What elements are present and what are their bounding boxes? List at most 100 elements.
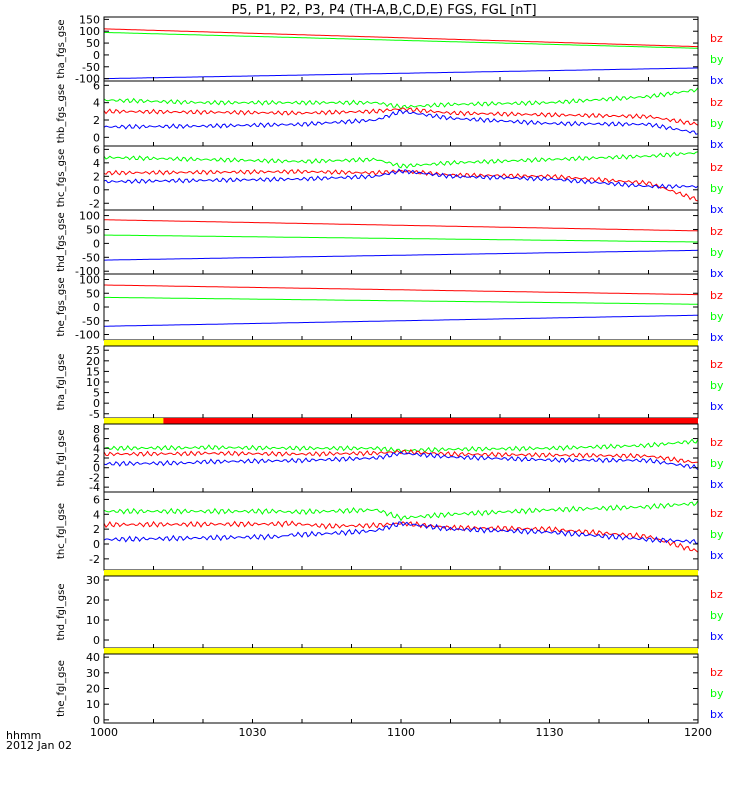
y-tick-label: 2: [93, 114, 100, 127]
y-axis-label: thc_fgl_gse: [56, 503, 67, 559]
legend-by: by: [710, 310, 724, 323]
y-tick-label: 2: [93, 170, 100, 183]
legend-by: by: [710, 457, 724, 470]
panel-frame: [103, 209, 699, 275]
series-by: [103, 500, 699, 522]
panel-frame: [103, 345, 699, 419]
y-tick-label: 0: [93, 237, 100, 250]
series-bz: [103, 168, 699, 202]
panel-thb-fgs-gse: 6 4 2 0 thb_fgs_gse bz by bx: [56, 79, 724, 151]
plot-title: P5, P1, P2, P3, P4 (TH-A,B,C,D,E) FGS, F…: [231, 3, 536, 18]
y-tick-label: 10: [86, 376, 100, 389]
legend-bx: bx: [710, 203, 724, 216]
panel-frame: [103, 491, 699, 571]
panel-thc-fgl-gse: 6 4 2 0 -2 thc_fgl_gse bz by bx: [56, 491, 724, 571]
legend-by: by: [710, 117, 724, 130]
series-bx: [103, 451, 699, 471]
y-tick-label: 15: [86, 365, 100, 378]
x-axis-label-line2: 2012 Jan 02: [6, 739, 72, 752]
legend-bx: bx: [710, 74, 724, 87]
legend-by: by: [710, 528, 724, 541]
y-tick-label: 6: [93, 79, 100, 92]
legend-bx: bx: [710, 549, 724, 562]
panel-frame: [103, 16, 699, 82]
y-tick-label: 50: [86, 223, 100, 236]
y-tick-label: 0: [93, 462, 100, 475]
series-bx: [103, 168, 699, 190]
y-tick-label: 40: [86, 651, 100, 664]
y-tick-label: 50: [86, 37, 100, 50]
y-tick-label: 10: [86, 614, 100, 627]
legend-bx: bx: [710, 267, 724, 280]
y-tick-label: 4: [93, 97, 100, 110]
legend-bz: bz: [710, 32, 723, 45]
data-availability-bar: [104, 570, 698, 576]
legend-by: by: [710, 53, 724, 66]
legend-bz: bz: [710, 507, 723, 520]
y-tick-label: 50: [86, 287, 100, 300]
y-tick-label: 2: [93, 452, 100, 465]
legend-bx: bx: [710, 400, 724, 413]
series-bx: [104, 249, 699, 261]
legend-bx: bx: [710, 138, 724, 151]
data-availability-bar: [104, 648, 698, 654]
y-tick-label: 100: [79, 25, 100, 38]
x-axis: 1000 1030 1100 1130 1200: [90, 726, 712, 739]
y-tick-label: 0: [93, 714, 100, 727]
y-tick-label: -2: [89, 553, 100, 566]
y-tick-label: 2: [93, 523, 100, 536]
y-tick-label: -100: [75, 329, 100, 342]
y-tick-label: -100: [75, 265, 100, 278]
panel-thd-fgl-gse: 30 20 10 0 thd_fgl_gse bz by bx: [56, 570, 724, 649]
y-tick-label: 20: [86, 355, 100, 368]
series-by: [104, 296, 699, 305]
y-tick-label: -50: [82, 251, 100, 264]
data-availability-bar: [104, 418, 164, 424]
legend-bz: bz: [710, 225, 723, 238]
series-bx: [103, 109, 699, 135]
legend-by: by: [710, 246, 724, 259]
y-tick-label: 30: [86, 667, 100, 680]
legend-bz: bz: [710, 666, 723, 679]
y-axis-label: tha_fgs_gse: [56, 19, 67, 78]
legend-by: by: [710, 609, 724, 622]
y-axis-label: the_fgl_gse: [56, 660, 67, 717]
legend-bx: bx: [710, 331, 724, 344]
y-tick-label: 4: [93, 508, 100, 521]
y-tick-label: 100: [79, 210, 100, 223]
legend-bz: bz: [710, 289, 723, 302]
y-tick-label: 25: [86, 344, 100, 357]
y-tick-label: 8: [93, 423, 100, 436]
y-tick-label: -2: [89, 471, 100, 484]
legend-by: by: [710, 687, 724, 700]
y-axis-label: thd_fgl_gse: [56, 584, 67, 641]
series-bz: [103, 448, 699, 464]
panel-frame: [103, 575, 699, 649]
legend-bz: bz: [710, 358, 723, 371]
y-tick-label: 6: [93, 143, 100, 156]
series-by: [103, 151, 699, 169]
legend-bz: bz: [710, 96, 723, 109]
y-tick-label: 20: [86, 594, 100, 607]
legend-bx: bx: [710, 708, 724, 721]
y-tick-label: 5: [93, 387, 100, 400]
y-tick-label: -5: [89, 408, 100, 421]
legend-bx: bx: [710, 630, 724, 643]
y-tick-label: -50: [82, 315, 100, 328]
series-by: [103, 87, 699, 110]
y-tick-label: -4: [89, 481, 100, 494]
y-tick-label: 100: [79, 274, 100, 287]
y-tick-label: -2: [89, 197, 100, 210]
y-tick-label: 0: [93, 538, 100, 551]
series-bx: [103, 314, 698, 327]
y-tick-label: -100: [75, 73, 100, 86]
x-axis-label-line1: hhmm: [6, 729, 41, 742]
y-tick-label: 4: [93, 157, 100, 170]
panel-the-fgl-gse: 40 30 20 10 0 the_fgl_gse bz by bx: [56, 648, 724, 727]
panel-frame: [103, 273, 699, 341]
